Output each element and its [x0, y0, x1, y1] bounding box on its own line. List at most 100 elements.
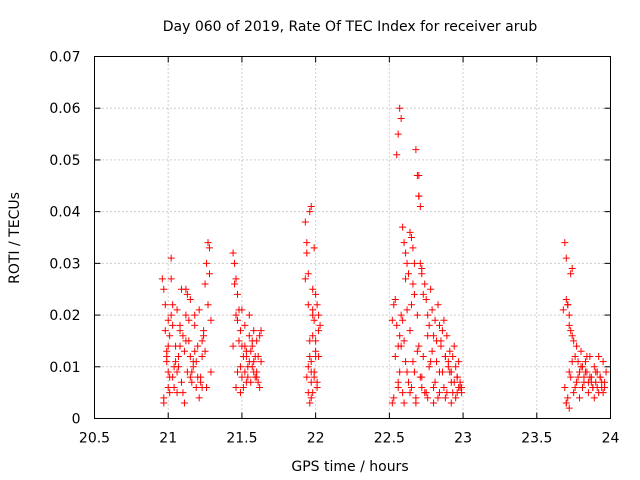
- data-point: [204, 301, 212, 309]
- data-point: [589, 383, 597, 391]
- plot-frame: [94, 56, 611, 419]
- data-point: [309, 285, 317, 293]
- data-point: [248, 342, 256, 350]
- data-point: [427, 358, 435, 366]
- data-point: [388, 316, 396, 324]
- data-point: [195, 306, 203, 314]
- data-point: [590, 394, 598, 402]
- data-point: [562, 296, 570, 304]
- data-point: [407, 234, 415, 241]
- data-point: [561, 239, 569, 247]
- data-point: [313, 301, 321, 309]
- data-point: [234, 290, 242, 298]
- data-point: [410, 368, 418, 376]
- data-point: [409, 280, 417, 288]
- data-point: [437, 337, 445, 345]
- data-point: [595, 352, 603, 360]
- data-point: [424, 311, 432, 319]
- data-point: [250, 358, 258, 366]
- data-point: [396, 104, 404, 112]
- data-point: [192, 383, 200, 391]
- data-point: [304, 389, 312, 397]
- data-point: [565, 321, 573, 329]
- data-point: [391, 352, 399, 360]
- data-point: [312, 337, 320, 345]
- data-point: [188, 378, 196, 386]
- data-point: [447, 378, 455, 386]
- data-point: [581, 358, 589, 366]
- data-point: [203, 259, 211, 267]
- data-point: [399, 316, 407, 324]
- x-tick-label: 24: [602, 431, 620, 447]
- data-point: [587, 378, 595, 386]
- data-point: [438, 327, 446, 335]
- data-point: [450, 342, 458, 350]
- data-point: [570, 337, 578, 345]
- data-point: [188, 368, 196, 376]
- data-point: [418, 373, 426, 381]
- data-point: [452, 394, 460, 402]
- data-point: [163, 358, 171, 366]
- data-point: [441, 352, 449, 360]
- y-tick-label: 0.05: [49, 153, 80, 169]
- data-point: [310, 368, 318, 376]
- data-point: [312, 290, 320, 298]
- data-point: [397, 311, 405, 319]
- y-tick-label: 0.06: [49, 101, 80, 117]
- data-point: [397, 115, 405, 123]
- data-point: [434, 394, 442, 402]
- data-point: [244, 373, 252, 381]
- y-tick-label: 0: [72, 412, 81, 428]
- data-point: [197, 378, 205, 386]
- data-point: [195, 394, 203, 402]
- data-point: [434, 301, 442, 309]
- data-point: [166, 373, 174, 381]
- data-point: [431, 378, 439, 386]
- data-point: [236, 363, 244, 371]
- data-point: [232, 383, 240, 391]
- data-point: [175, 352, 183, 360]
- data-point: [568, 358, 576, 366]
- data-point: [201, 347, 209, 355]
- data-point: [431, 316, 439, 324]
- data-point: [403, 306, 411, 314]
- grid-lines: [94, 56, 611, 419]
- data-point: [306, 208, 314, 216]
- data-point: [303, 249, 311, 257]
- data-point: [164, 342, 172, 350]
- data-point: [166, 332, 174, 340]
- data-point: [164, 316, 172, 324]
- data-point: [201, 280, 209, 288]
- data-point: [167, 254, 175, 262]
- data-point: [435, 321, 443, 329]
- data-point: [410, 290, 418, 298]
- data-point: [257, 358, 265, 366]
- data-point: [561, 383, 569, 391]
- data-point: [167, 311, 175, 319]
- data-point: [245, 311, 253, 319]
- data-point: [567, 327, 575, 335]
- data-point: [567, 270, 575, 278]
- data-point: [406, 389, 414, 397]
- data-point: [303, 373, 311, 381]
- data-point: [200, 332, 208, 340]
- data-point: [182, 311, 190, 319]
- data-point: [581, 368, 589, 376]
- data-point: [169, 321, 177, 329]
- data-point: [388, 399, 396, 407]
- data-point: [307, 202, 315, 210]
- chart-title: Day 060 of 2019, Rate Of TEC Index for r…: [163, 19, 538, 35]
- data-point: [257, 327, 265, 335]
- data-point: [191, 321, 199, 329]
- data-point: [312, 347, 320, 355]
- x-axis-ticks: 20.5 21 21.5 22 22.5 23 23.5 24: [79, 56, 620, 447]
- data-point: [234, 316, 242, 324]
- data-point: [253, 373, 261, 381]
- data-point: [422, 296, 430, 304]
- y-tick-label: 0.02: [49, 308, 80, 324]
- data-point: [394, 130, 402, 138]
- data-point: [394, 342, 402, 350]
- x-axis-label: GPS time / hours: [291, 459, 408, 475]
- data-point: [407, 383, 415, 391]
- data-point: [415, 171, 423, 179]
